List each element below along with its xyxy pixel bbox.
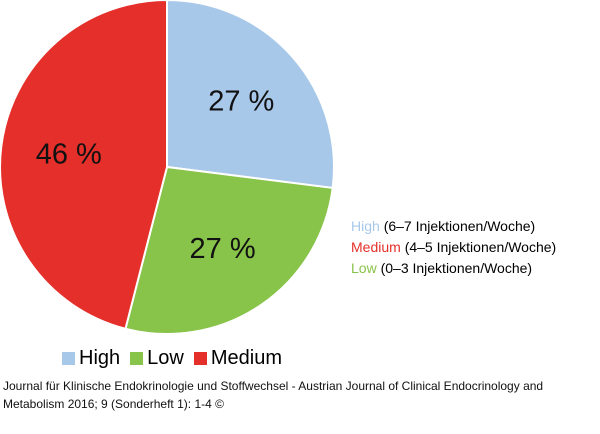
bottom-legend-label-low: Low <box>147 347 184 369</box>
bottom-legend-item-low: Low <box>130 347 184 370</box>
side-legend-row-low: Low (0–3 Injektionen/Woche) <box>351 258 556 279</box>
pie-slices <box>0 0 335 335</box>
bottom-legend: High Low Medium <box>62 347 292 370</box>
citation-text: Journal für Klinische Endokrinologie und… <box>3 379 544 411</box>
side-legend-detail-low: (0–3 Injektionen/Woche) <box>380 260 533 276</box>
bottom-legend-item-medium: Medium <box>193 347 282 370</box>
legend-swatch-low <box>130 352 144 365</box>
pie-slice-low <box>124 165 334 335</box>
slice-label-high: 27 % <box>208 86 274 118</box>
side-legend-row-medium: Medium (4–5 Injektionen/Woche) <box>351 237 556 258</box>
side-legend-name-medium: Medium <box>351 239 401 255</box>
side-legend: High (6–7 Injektionen/Woche) Medium (4–5… <box>351 216 556 279</box>
side-legend-detail-high: (6–7 Injektionen/Woche) <box>383 218 536 234</box>
side-legend-row-high: High (6–7 Injektionen/Woche) <box>351 216 556 237</box>
pie-slice-high <box>166 0 335 190</box>
side-legend-name-high: High <box>351 218 380 234</box>
side-legend-name-low: Low <box>351 260 377 276</box>
bottom-legend-label-medium: Medium <box>210 347 282 369</box>
pie-slice-medium <box>0 0 168 330</box>
side-legend-detail-medium: (4–5 Injektionen/Woche) <box>404 239 557 255</box>
legend-swatch-medium <box>193 352 207 365</box>
legend-swatch-high <box>62 352 75 365</box>
bottom-legend-item-high: High <box>62 347 120 370</box>
slice-label-medium: 46 % <box>36 139 102 171</box>
pie-labels: 27 % 27 % 46 % <box>36 86 275 265</box>
slice-label-low: 27 % <box>190 233 256 265</box>
bottom-legend-label-high: High <box>79 347 121 369</box>
